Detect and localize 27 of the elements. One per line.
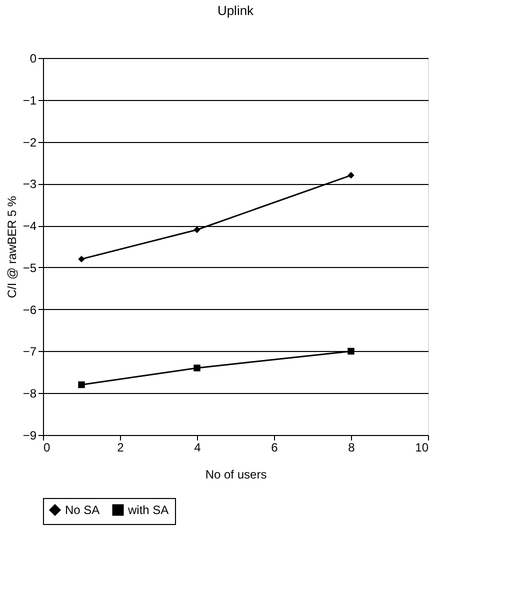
point — [194, 364, 200, 372]
y-tick-label: −2 — [22, 135, 37, 150]
point — [348, 348, 354, 355]
x-tick-label: 10 — [415, 440, 429, 454]
y-tick-label: −5 — [22, 260, 37, 275]
y-tick-label: −8 — [22, 386, 37, 401]
y-tick-label: −6 — [22, 302, 37, 317]
x-tick-label: 6 — [271, 440, 278, 454]
x-tick-label: 0 — [44, 440, 50, 454]
legend-label: with SA — [127, 503, 169, 517]
chart-title: Uplink — [217, 3, 254, 18]
legend-label: No SA — [65, 503, 100, 517]
point — [194, 226, 200, 234]
x-axis-title: No of users — [205, 468, 267, 482]
y-tick-label: −7 — [22, 344, 37, 359]
y-tick-label: −4 — [22, 219, 37, 234]
point — [78, 381, 85, 388]
point — [348, 172, 354, 179]
x-tick-label: 4 — [194, 440, 202, 454]
y-axis-title: C/I @ rawBER 5 % — [4, 196, 19, 298]
y-tick-label: −3 — [22, 177, 37, 192]
y-tick-label: −9 — [22, 428, 37, 442]
point — [78, 256, 85, 262]
x-tick-label: 2 — [117, 440, 124, 454]
y-tick-label: −1 — [22, 93, 37, 108]
x-tick-label: 8 — [348, 440, 356, 454]
y-tick-label: 0 — [30, 52, 37, 66]
